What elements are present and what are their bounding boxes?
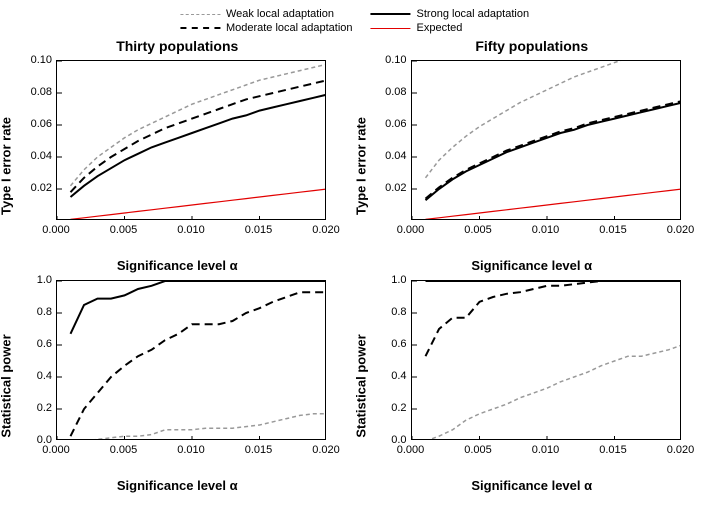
legend-col-left: Weak local adaptation Moderate local ada… [180,8,353,34]
ytick-label: 0.6 [375,338,407,350]
series-expected [71,189,327,219]
xtick-label: 0.005 [110,224,138,236]
xtick-label: 0.015 [599,444,627,456]
ytick-label: 0.8 [375,306,407,318]
ylabel-bot-left: Statistical power [0,334,14,437]
plot-svg [56,60,326,220]
xtick-label: 0.020 [667,444,695,456]
ytick-label: 0.4 [375,370,407,382]
legend-label-strong: Strong local adaptation [417,8,530,20]
xtick-label: 0.000 [42,224,70,236]
ylabel-top-left: Type I error rate [0,117,14,215]
title-right: Fifty populations [355,38,709,54]
panel-top-right: Type I error rate Significance level α 0… [355,56,709,276]
legend-label-weak: Weak local adaptation [226,8,334,20]
ytick-label: 0.4 [20,370,52,382]
ytick-label: 0.06 [20,118,52,130]
ytick-label: 0.04 [375,150,407,162]
legend-item-expected: Expected [371,22,530,34]
ylabel-bot-right: Statistical power [353,334,368,437]
xtick-label: 0.005 [464,444,492,456]
panel-top-left: Type I error rate Significance level α 0… [0,56,355,276]
legend-item-weak: Weak local adaptation [180,8,353,20]
title-left: Thirty populations [0,38,355,54]
series-moderate [71,80,327,192]
ytick-label: 1.0 [375,274,407,286]
xlabel-top-right: Significance level α [471,258,592,273]
legend-label-moderate: Moderate local adaptation [226,22,353,34]
ytick-label: 0.2 [20,402,52,414]
ytick-label: 0.06 [375,118,407,130]
chart-grid: Type I error rate Significance level α 0… [0,56,709,496]
legend-swatch-strong [371,13,411,15]
ytick-label: 0.10 [375,54,407,66]
ytick-label: 0.02 [375,182,407,194]
series-weak [425,60,681,178]
legend-item-strong: Strong local adaptation [371,8,530,20]
ytick-label: 0.0 [20,434,52,446]
series-moderate [71,292,327,436]
ytick-label: 0.2 [375,402,407,414]
xtick-label: 0.005 [110,444,138,456]
xtick-label: 0.010 [177,444,205,456]
xlabel-bot-right: Significance level α [471,478,592,493]
xtick-label: 0.020 [667,224,695,236]
series-strong [425,103,681,201]
panel-bot-left: Statistical power Significance level α 0… [0,276,355,496]
plot-svg [56,280,326,440]
xtick-label: 0.015 [245,224,273,236]
ytick-label: 0.6 [20,338,52,350]
series-moderate [425,281,681,356]
series-strong [71,95,327,197]
legend-col-right: Strong local adaptation Expected [371,8,530,34]
xtick-label: 0.020 [312,224,340,236]
panel-titles: Thirty populations Fifty populations [0,38,709,54]
ytick-label: 1.0 [20,274,52,286]
panel-bot-right: Statistical power Significance level α 0… [355,276,709,496]
series-weak [71,64,327,186]
xtick-label: 0.020 [312,444,340,456]
xtick-label: 0.010 [532,224,560,236]
plot-svg [411,280,681,440]
legend-swatch-weak [180,14,220,15]
ytick-label: 0.10 [20,54,52,66]
xtick-label: 0.010 [177,224,205,236]
series-weak [71,414,327,440]
series-strong [71,281,327,334]
series-weak [425,345,681,440]
legend-swatch-expected [371,28,411,29]
xtick-label: 0.015 [245,444,273,456]
ytick-label: 0.08 [20,86,52,98]
ytick-label: 0.04 [20,150,52,162]
xtick-label: 0.005 [464,224,492,236]
ylabel-top-right: Type I error rate [353,117,368,215]
ytick-label: 0.0 [375,434,407,446]
ytick-label: 0.02 [20,182,52,194]
xtick-label: 0.010 [532,444,560,456]
ytick-label: 0.08 [375,86,407,98]
plot-svg [411,60,681,220]
xlabel-bot-left: Significance level α [117,478,238,493]
legend-item-moderate: Moderate local adaptation [180,22,353,34]
legend-label-expected: Expected [417,22,463,34]
series-expected [425,189,681,219]
legend: Weak local adaptation Moderate local ada… [180,8,529,34]
legend-swatch-moderate [180,27,220,29]
xlabel-top-left: Significance level α [117,258,238,273]
xtick-label: 0.000 [397,224,425,236]
series-moderate [425,101,681,199]
ytick-label: 0.8 [20,306,52,318]
xtick-label: 0.015 [599,224,627,236]
